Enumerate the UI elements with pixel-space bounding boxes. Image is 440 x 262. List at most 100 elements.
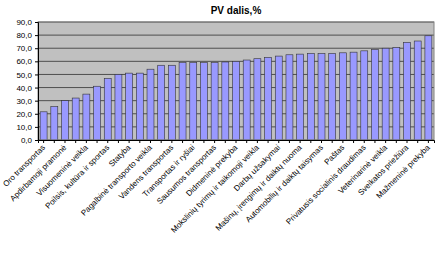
x-tick [246, 140, 247, 143]
y-tick: 30,0 [16, 97, 38, 106]
bar [265, 57, 272, 140]
x-tick-mark [150, 140, 151, 143]
bar [136, 73, 143, 140]
y-tick-mark [35, 22, 38, 23]
bar [307, 53, 314, 140]
x-tick [289, 140, 290, 143]
x-tick [75, 140, 76, 143]
bar [404, 42, 411, 140]
y-tick: 40,0 [16, 84, 38, 93]
x-tick-mark [278, 140, 279, 143]
bars [40, 36, 432, 140]
grid-line [38, 35, 434, 36]
bar [158, 65, 165, 140]
bar [126, 73, 133, 140]
bar [104, 78, 111, 140]
bar [371, 50, 378, 140]
x-tick-mark [214, 140, 215, 143]
x-tick [417, 140, 418, 143]
bar [361, 51, 368, 140]
y-tick-mark [35, 140, 38, 141]
x-tick [161, 140, 162, 143]
bar [254, 59, 261, 140]
x-tick-mark [374, 140, 375, 143]
x-tick-mark [139, 140, 140, 143]
x-tick-mark [75, 140, 76, 143]
x-tick-mark [203, 140, 204, 143]
x-tick-mark [193, 140, 194, 143]
x-tick-mark [300, 140, 301, 143]
y-tick-label: 0,0 [21, 136, 33, 145]
y-tick-label: 30,0 [16, 97, 32, 106]
y-tick: 0,0 [21, 136, 38, 145]
grid-line [38, 48, 434, 49]
x-tick [203, 140, 204, 143]
x-tick [268, 140, 269, 143]
y-tick-mark [35, 35, 38, 36]
bar [339, 53, 346, 140]
x-tick-mark [428, 140, 429, 143]
x-tick-label: Automobilių ir daiktų taisymas [244, 143, 325, 224]
x-tick-mark [129, 140, 130, 143]
y-tick-mark [35, 48, 38, 49]
y-tick-label: 90,0 [16, 18, 32, 27]
bar [243, 60, 250, 140]
y-tick-label: 50,0 [16, 71, 32, 80]
bar [190, 63, 197, 140]
x-tick [225, 140, 226, 143]
x-tick [97, 140, 98, 143]
x-tick-mark [342, 140, 343, 143]
bar [350, 52, 357, 140]
x-axis: Oro transportasApdirbamoji pramonėVisuom… [1, 140, 434, 235]
x-tick-mark [417, 140, 418, 143]
x-tick [396, 140, 397, 143]
y-tick-mark [35, 114, 38, 115]
grid [38, 22, 434, 140]
bar [62, 101, 69, 140]
y-tick-label: 60,0 [16, 57, 32, 66]
bar [275, 56, 282, 140]
x-tick-mark [43, 140, 44, 143]
x-tick-mark [161, 140, 162, 143]
x-tick-mark [97, 140, 98, 143]
x-tick-mark [332, 140, 333, 143]
x-tick [54, 140, 55, 143]
x-tick-mark [257, 140, 258, 143]
bar [233, 61, 240, 140]
bar [40, 112, 47, 140]
x-tick [118, 140, 119, 143]
x-tick [374, 140, 375, 143]
y-tick: 10,0 [16, 123, 38, 132]
x-tick-mark [364, 140, 365, 143]
y-tick: 90,0 [16, 18, 38, 27]
y-axis-line [35, 23, 39, 141]
bar [222, 62, 229, 140]
y-axis: 0,010,020,030,040,050,060,070,080,090,0 [16, 18, 38, 145]
y-tick-mark [35, 74, 38, 75]
y-tick-label: 10,0 [16, 123, 32, 132]
bar [414, 41, 421, 140]
bar [200, 63, 207, 140]
bar [83, 94, 90, 140]
x-tick [182, 140, 183, 143]
x-tick-mark [407, 140, 408, 143]
x-tick-mark [310, 140, 311, 143]
bar [393, 48, 400, 140]
x-tick [310, 140, 311, 143]
chart: PV dalis,%0,010,020,030,040,050,060,070,… [0, 0, 440, 262]
bar [318, 53, 325, 140]
x-tick-mark [236, 140, 237, 143]
x-tick-mark [268, 140, 269, 143]
plot-background [38, 22, 434, 140]
y-tick-label: 80,0 [16, 31, 32, 40]
x-tick-label: Privatusis socialinis draudimas [284, 143, 367, 226]
x-tick-mark [182, 140, 183, 143]
bar [297, 54, 304, 140]
y-tick-mark [35, 101, 38, 102]
bar [168, 65, 175, 140]
y-tick-label: 70,0 [16, 44, 32, 53]
x-tick: Automobilių ir daiktų taisymas [244, 140, 325, 224]
y-tick-mark [35, 127, 38, 128]
y-tick-mark [35, 61, 38, 62]
x-tick-mark [64, 140, 65, 143]
